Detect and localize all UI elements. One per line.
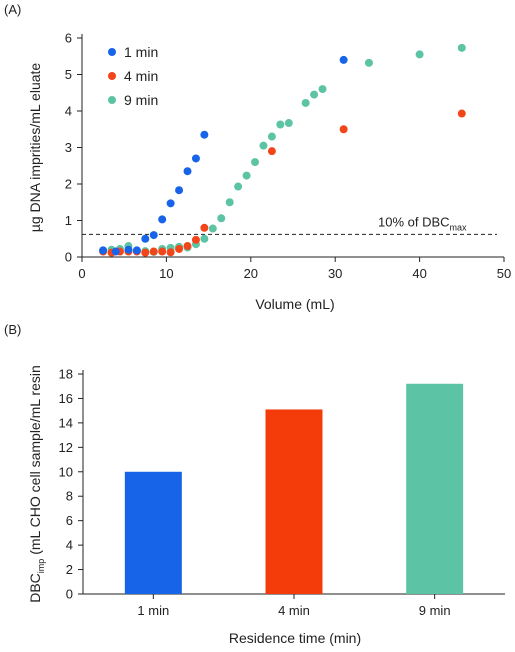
x-tick-label: 30	[328, 266, 342, 281]
y-tick-label: 2	[66, 562, 73, 577]
data-point	[339, 55, 348, 64]
data-point	[284, 119, 293, 128]
y-tick-label: 8	[66, 489, 73, 504]
legend-marker	[108, 96, 116, 104]
data-point	[132, 246, 141, 255]
y-tick-label: 4	[65, 104, 72, 119]
x-tick-label: 0	[78, 266, 85, 281]
data-point	[208, 224, 217, 233]
panel-label-b: (B)	[4, 322, 21, 337]
x-axis-title: Volume (mL)	[255, 296, 334, 312]
data-point	[276, 120, 285, 129]
data-point	[318, 85, 327, 94]
data-point	[457, 109, 466, 118]
data-point	[166, 199, 175, 208]
data-point	[149, 231, 158, 240]
y-tick-label: 2	[65, 177, 72, 192]
data-point	[267, 147, 276, 156]
data-point	[200, 223, 209, 232]
chart-a: (A) 0 1 2 3 4 5 6 0 10 20 30 40 50 Volume (mL) µg DNA i…	[4, 2, 511, 312]
y-tick-label: 1	[65, 213, 72, 228]
data-point	[364, 58, 373, 67]
data-point	[217, 214, 226, 223]
data-point	[111, 247, 120, 256]
data-point	[301, 98, 310, 107]
x-tick-label: 50	[497, 266, 511, 281]
panel-label-a: (A)	[4, 2, 21, 17]
data-point	[99, 246, 108, 255]
y-tick-label: 0	[66, 587, 73, 602]
y-axis-title: DBCimp (mL CHO cell sample/mL resin	[27, 365, 46, 603]
data-point	[200, 130, 209, 139]
legend-label: 1 min	[124, 44, 158, 60]
y-tick-label: 5	[65, 67, 72, 82]
y-axis-title: µg DNA imprities/mL eluate	[27, 63, 43, 233]
x-tick-label: 20	[244, 266, 258, 281]
category-label: 4 min	[278, 603, 310, 618]
data-point	[191, 235, 200, 244]
data-point	[183, 167, 192, 176]
data-point	[267, 132, 276, 141]
y-tick-label: 6	[66, 513, 73, 528]
bar	[406, 383, 464, 594]
data-point	[149, 247, 158, 256]
category-label: 1 min	[137, 603, 169, 618]
data-point	[457, 43, 466, 52]
data-point	[175, 244, 184, 253]
x-tick-label: 10	[159, 266, 173, 281]
y-tick-label: 14	[59, 415, 73, 430]
legend-label: 9 min	[124, 92, 158, 108]
x-tick-label: 40	[412, 266, 426, 281]
legend-marker	[108, 48, 116, 56]
data-point	[234, 182, 243, 191]
data-point	[242, 171, 251, 180]
threshold-annotation: 10% of DBCmax	[378, 214, 467, 232]
data-point	[415, 50, 424, 59]
legend-label: 4 min	[124, 68, 158, 84]
y-tick-label: 4	[66, 538, 73, 553]
data-point	[158, 247, 167, 256]
data-point	[124, 245, 133, 254]
data-point	[158, 215, 167, 224]
category-label: 9 min	[419, 603, 451, 618]
data-point	[191, 154, 200, 163]
y-tick-label: 0	[65, 250, 72, 265]
data-point	[175, 186, 184, 195]
y-tick-label: 10	[59, 464, 73, 479]
data-point	[339, 125, 348, 134]
legend-marker	[108, 72, 116, 80]
data-point	[259, 141, 268, 150]
data-point	[251, 158, 260, 167]
y-tick-label: 12	[59, 440, 73, 455]
data-point	[183, 242, 192, 251]
data-point	[225, 198, 234, 207]
data-point	[310, 90, 319, 99]
chart-b: (B) 0 2 4 6 8 10 12 14 16 18 1 min 4 min 9 min Residen…	[4, 322, 505, 646]
y-tick-label: 6	[65, 31, 72, 46]
y-tick-label: 16	[59, 391, 73, 406]
y-tick-label: 3	[65, 140, 72, 155]
data-point	[141, 248, 150, 257]
data-point	[200, 234, 209, 243]
data-point	[141, 234, 150, 243]
data-point	[166, 248, 175, 257]
y-tick-label: 18	[59, 367, 73, 382]
bar	[124, 471, 182, 594]
x-axis-title: Residence time (min)	[229, 630, 361, 646]
bar	[265, 409, 323, 594]
